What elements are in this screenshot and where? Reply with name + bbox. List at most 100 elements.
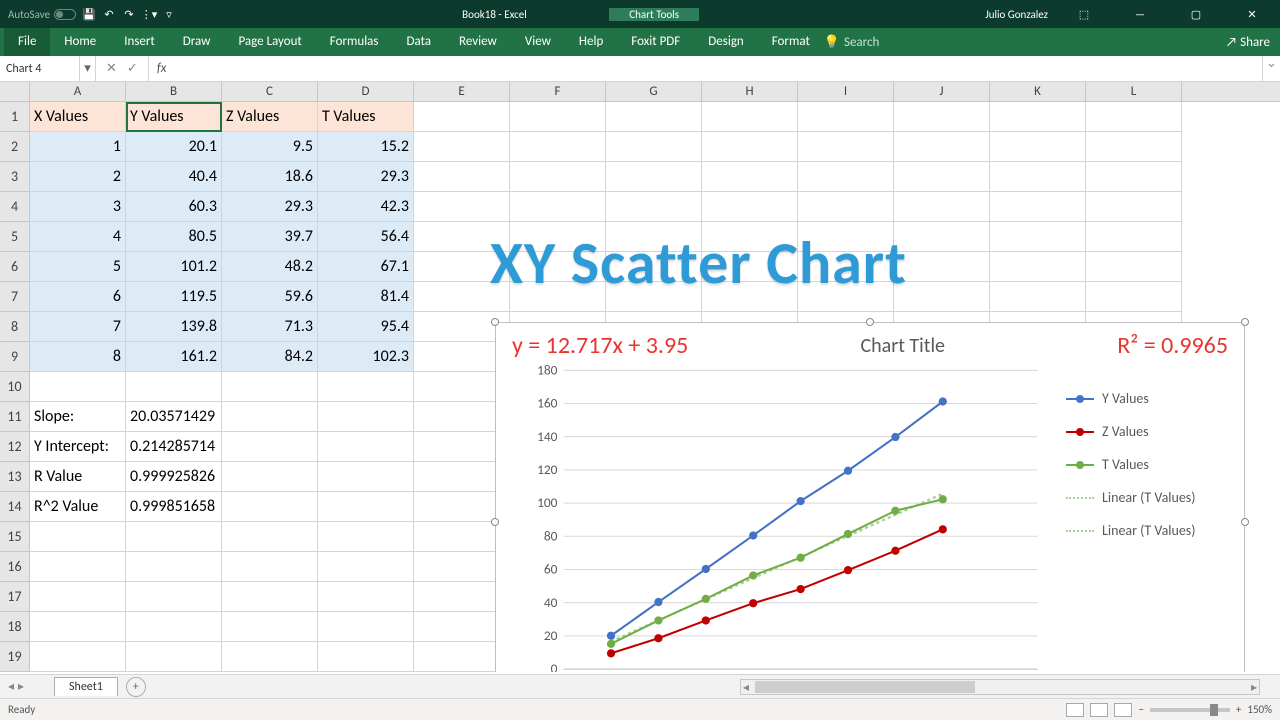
cell[interactable] <box>606 102 702 132</box>
cell[interactable] <box>606 192 702 222</box>
add-sheet-button[interactable]: + <box>126 677 146 697</box>
cell[interactable] <box>30 612 126 642</box>
cell[interactable]: 7 <box>30 312 126 342</box>
view-normal-icon[interactable] <box>1066 703 1084 717</box>
cell[interactable]: 39.7 <box>222 222 318 252</box>
cell[interactable] <box>1086 132 1182 162</box>
cell[interactable] <box>222 462 318 492</box>
column-header[interactable]: K <box>990 82 1086 101</box>
row-header[interactable]: 14 <box>0 492 29 522</box>
tab-foxit-pdf[interactable]: Foxit PDF <box>617 28 694 56</box>
cell[interactable]: 0.999925826 <box>126 462 222 492</box>
cell[interactable]: 3 <box>30 192 126 222</box>
cell[interactable] <box>126 612 222 642</box>
cell[interactable] <box>318 462 414 492</box>
select-all-corner[interactable] <box>0 82 30 101</box>
cell[interactable] <box>798 102 894 132</box>
cell[interactable] <box>990 192 1086 222</box>
cell[interactable]: X Values <box>30 102 126 132</box>
cell[interactable]: 0.999851658 <box>126 492 222 522</box>
cell[interactable] <box>318 552 414 582</box>
tell-me-search[interactable]: 💡 Search <box>824 35 880 50</box>
legend-item[interactable]: Linear (T Values) <box>1066 522 1236 539</box>
ribbon-options-icon[interactable]: ⬚ <box>1064 0 1104 28</box>
column-header[interactable]: I <box>798 82 894 101</box>
cell[interactable]: 29.3 <box>318 162 414 192</box>
cell[interactable] <box>990 162 1086 192</box>
horizontal-scrollbar[interactable]: ◂ ▸ <box>740 679 1260 695</box>
row-header[interactable]: 11 <box>0 402 29 432</box>
cell[interactable] <box>702 102 798 132</box>
cell[interactable] <box>894 222 990 252</box>
row-header[interactable]: 13 <box>0 462 29 492</box>
cell[interactable] <box>30 582 126 612</box>
cell[interactable] <box>30 522 126 552</box>
sheet-prev-icon[interactable]: ◂ <box>8 679 14 694</box>
sheet-tab-sheet1[interactable]: Sheet1 <box>54 677 118 696</box>
user-name[interactable]: Julio Gonzalez <box>985 8 1048 21</box>
cell[interactable] <box>606 162 702 192</box>
cell[interactable] <box>990 102 1086 132</box>
column-header[interactable]: B <box>126 82 222 101</box>
chart-plot-area[interactable]: 0204060801001201401601800246810 <box>504 360 1056 672</box>
cell[interactable]: 139.8 <box>126 312 222 342</box>
cell[interactable]: R^2 Value <box>30 492 126 522</box>
cell[interactable] <box>798 132 894 162</box>
cell[interactable]: 0.214285714 <box>126 432 222 462</box>
cell[interactable] <box>894 192 990 222</box>
tab-view[interactable]: View <box>511 28 565 56</box>
cell[interactable]: 161.2 <box>126 342 222 372</box>
row-header[interactable]: 19 <box>0 642 29 672</box>
maximize-icon[interactable]: ▢ <box>1176 0 1216 28</box>
cell[interactable]: 40.4 <box>126 162 222 192</box>
cell[interactable]: 4 <box>30 222 126 252</box>
legend-item[interactable]: Linear (T Values) <box>1066 489 1236 506</box>
cell[interactable] <box>414 162 510 192</box>
row-header[interactable]: 16 <box>0 552 29 582</box>
cell[interactable] <box>318 372 414 402</box>
cell[interactable] <box>126 552 222 582</box>
cell[interactable]: 20.03571429 <box>126 402 222 432</box>
cell[interactable] <box>990 132 1086 162</box>
cell[interactable] <box>414 132 510 162</box>
cell[interactable]: 8 <box>30 342 126 372</box>
formula-expand-icon[interactable]: ⌄ <box>1262 56 1280 81</box>
touch-mode-icon[interactable]: ⋮▾ <box>142 7 156 21</box>
tab-review[interactable]: Review <box>445 28 511 56</box>
legend-item[interactable]: Z Values <box>1066 423 1236 440</box>
cell[interactable] <box>126 582 222 612</box>
name-box[interactable]: Chart 4 <box>0 56 80 81</box>
cell[interactable] <box>222 522 318 552</box>
cell[interactable]: 60.3 <box>126 192 222 222</box>
cell[interactable] <box>990 252 1086 282</box>
row-header[interactable]: 10 <box>0 372 29 402</box>
close-icon[interactable]: ✕ <box>1232 0 1272 28</box>
cell[interactable]: 71.3 <box>222 312 318 342</box>
zoom-out-icon[interactable]: − <box>1138 703 1143 716</box>
cell[interactable] <box>30 642 126 672</box>
tab-home[interactable]: Home <box>50 28 110 56</box>
name-box-dropdown[interactable]: ▾ <box>80 56 96 81</box>
cell[interactable]: 5 <box>30 252 126 282</box>
confirm-formula-icon[interactable]: ✓ <box>127 61 138 76</box>
tab-draw[interactable]: Draw <box>169 28 225 56</box>
cell[interactable]: 102.3 <box>318 342 414 372</box>
cell[interactable] <box>318 522 414 552</box>
column-header[interactable]: G <box>606 82 702 101</box>
row-header[interactable]: 18 <box>0 612 29 642</box>
cancel-formula-icon[interactable]: ✕ <box>106 61 117 76</box>
tab-page-layout[interactable]: Page Layout <box>224 28 315 56</box>
column-header[interactable]: C <box>222 82 318 101</box>
row-header[interactable]: 7 <box>0 282 29 312</box>
worksheet-grid[interactable]: ABCDEFGHIJKL 123456789101112131415161718… <box>0 82 1280 672</box>
cell[interactable] <box>318 582 414 612</box>
cell[interactable] <box>222 552 318 582</box>
cell[interactable] <box>894 102 990 132</box>
cell[interactable]: 2 <box>30 162 126 192</box>
tab-insert[interactable]: Insert <box>110 28 169 56</box>
cell[interactable]: 80.5 <box>126 222 222 252</box>
cell[interactable] <box>30 372 126 402</box>
chart-legend[interactable]: Y ValuesZ ValuesT ValuesLinear (T Values… <box>1056 360 1236 672</box>
legend-item[interactable]: Y Values <box>1066 390 1236 407</box>
cell[interactable]: 6 <box>30 282 126 312</box>
